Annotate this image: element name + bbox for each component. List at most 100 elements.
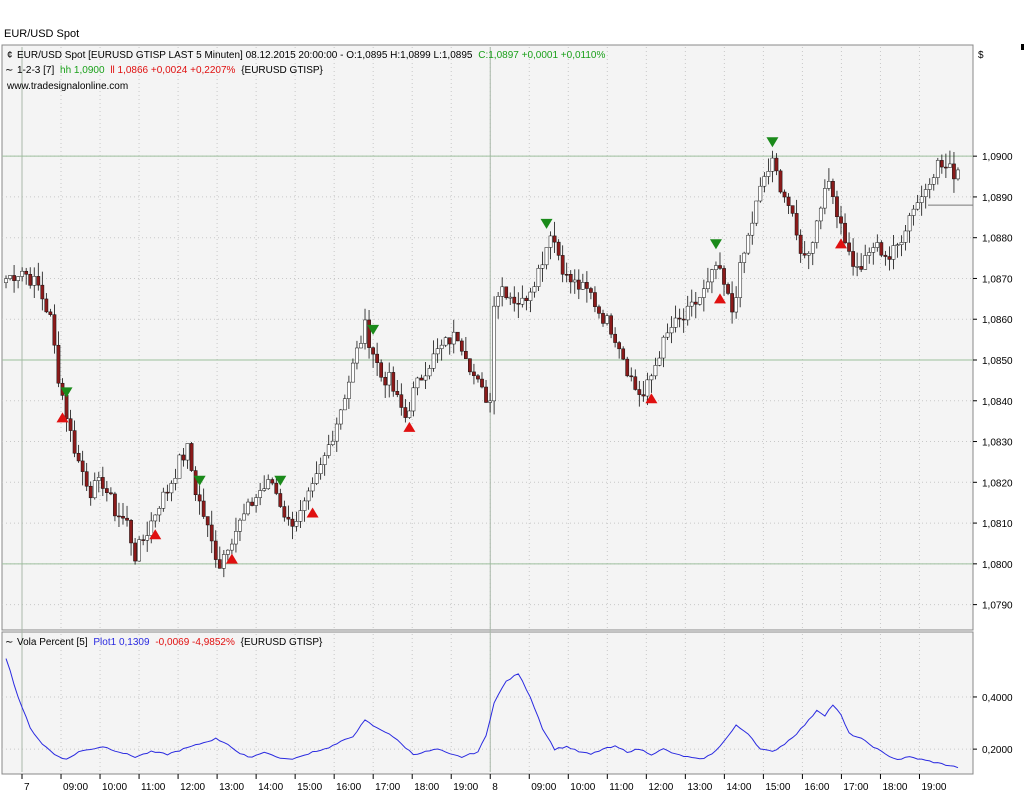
candle-body <box>435 348 440 355</box>
candle-body <box>197 494 202 502</box>
candle-body <box>129 520 133 544</box>
candle-body <box>629 375 634 378</box>
candle-body <box>12 275 16 281</box>
vola-panel-background <box>1 631 974 775</box>
candle-body <box>149 520 154 536</box>
candle-body <box>109 492 113 495</box>
candle-body <box>8 275 12 279</box>
candle-body <box>851 251 855 267</box>
candle-body <box>32 276 37 286</box>
time-tick-label: 10:00 <box>570 782 595 793</box>
grid-layer <box>2 47 973 772</box>
candle-body <box>935 160 940 178</box>
candle-body <box>665 332 670 338</box>
candle-body <box>500 286 505 297</box>
horizontal-levels <box>2 155 973 565</box>
candle-body <box>169 483 174 494</box>
candle-body <box>88 485 93 499</box>
candle-body <box>282 506 287 518</box>
price-y-axis: 1,0790 1,0800 1,0810 1,0820 1,0830 1,0840 1,08… <box>973 152 1013 612</box>
candle-body <box>351 362 355 383</box>
candle-body <box>536 268 541 287</box>
candle-body <box>423 375 428 381</box>
candle-body <box>887 256 892 260</box>
time-tick-label: 13:00 <box>687 782 712 793</box>
candle-body <box>863 255 868 270</box>
candle-body <box>899 242 904 245</box>
price-tick-label: 1,0850 <box>982 356 1013 367</box>
candle-body <box>431 353 436 369</box>
candle-body <box>205 516 210 526</box>
vola-y-axis: 0,2000 0,4000 <box>973 693 1013 756</box>
candle-body <box>710 269 714 283</box>
price-tick-label: 1,0810 <box>982 519 1013 530</box>
candle-body <box>540 264 545 269</box>
vola-indicator-icon[interactable]: ∼ <box>5 637 13 648</box>
lock-icon[interactable]: ¢ <box>7 50 13 61</box>
candle-body <box>201 500 206 517</box>
candle-body <box>706 281 710 289</box>
price-tick-label: 1,0830 <box>982 438 1013 449</box>
buy-signal-marker <box>403 421 416 432</box>
candle-body <box>161 491 166 509</box>
candle-body <box>693 301 698 305</box>
buy-signal-marker <box>306 507 319 518</box>
vola-plot-text: Plot1 0,1309 <box>93 637 150 648</box>
candle-body <box>883 254 888 257</box>
time-tick-label: 12:00 <box>180 782 205 793</box>
instrument-text: EUR/USD Spot [EURUSD GTISP LAST 5 Minute… <box>17 50 473 61</box>
candle-body <box>512 296 517 304</box>
price-tick-label: 1,0800 <box>982 560 1013 571</box>
candle-body <box>718 265 722 269</box>
website-text[interactable]: www.tradesignalonline.com <box>6 81 128 92</box>
candle-body <box>246 501 250 515</box>
candle-body <box>750 222 755 236</box>
candle-body <box>16 276 20 281</box>
candle-body <box>44 298 49 313</box>
scroll-edge-marker[interactable] <box>1021 44 1024 50</box>
candle-body <box>403 407 408 418</box>
candle-body <box>726 284 730 294</box>
candle-body <box>173 478 178 484</box>
candle-body <box>213 540 218 560</box>
candle-body <box>580 282 585 290</box>
candle-body <box>802 253 807 256</box>
vola-tick-label: 0,2000 <box>982 745 1013 756</box>
candle-body <box>609 315 613 335</box>
indicator-icon[interactable]: ∼ <box>5 65 13 76</box>
candle-body <box>278 493 283 507</box>
candle-body <box>528 291 533 301</box>
candle-body <box>907 215 912 232</box>
candle-body <box>903 230 908 243</box>
candle-body <box>468 358 472 373</box>
candle-body <box>407 410 412 418</box>
vola-suffix: {EURUSD GTISP} <box>241 637 323 648</box>
candle-body <box>92 480 97 499</box>
candle-body <box>221 554 226 569</box>
candle-body <box>814 220 819 243</box>
candle-body <box>520 297 525 305</box>
candle-body <box>911 208 916 216</box>
candle-body <box>270 479 275 484</box>
candle-body <box>84 471 89 487</box>
candle-body <box>746 234 751 254</box>
candle-body <box>371 347 375 355</box>
sell-signal-marker <box>766 137 779 148</box>
candle-body <box>427 368 432 377</box>
candle-body <box>242 513 246 521</box>
candle-body <box>298 510 303 522</box>
candle-body <box>722 268 726 285</box>
candle-body <box>645 379 650 397</box>
sell-signal-marker <box>60 387 73 398</box>
candle-body <box>310 483 315 492</box>
candle-body <box>447 337 452 345</box>
signal-markers <box>56 137 848 564</box>
candle-body <box>919 196 924 203</box>
candle-body <box>633 376 638 390</box>
time-tick-label: 11:00 <box>141 782 166 793</box>
candle-body <box>641 394 646 397</box>
candle-body <box>601 313 605 324</box>
candle-body <box>593 292 597 307</box>
candle-body <box>274 482 279 494</box>
